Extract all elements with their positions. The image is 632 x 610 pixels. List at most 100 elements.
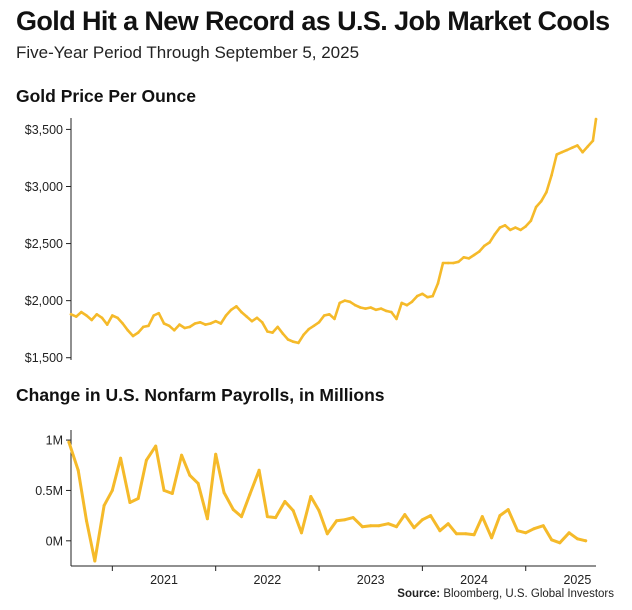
gold-y-tick-label: $3,500 <box>25 123 63 137</box>
payrolls-data-point <box>480 515 484 519</box>
payrolls-data-point <box>76 468 80 472</box>
gold-data-point <box>317 321 321 324</box>
payrolls-data-point <box>351 516 355 520</box>
payrolls-data-point <box>300 531 303 535</box>
payrolls-data-point <box>524 531 528 535</box>
payrolls-y-tick-label: 1M <box>46 434 63 448</box>
gold-data-point <box>297 341 300 345</box>
gold-data-point <box>178 323 181 326</box>
gold-data-point <box>142 325 145 329</box>
gold-data-point <box>436 282 440 285</box>
gold-data-point <box>452 261 455 265</box>
payrolls-data-point <box>222 491 226 494</box>
gold-data-point <box>441 261 445 265</box>
gold-data-point <box>204 323 207 326</box>
chart-title: Gold Hit a New Record as U.S. Job Market… <box>16 6 610 36</box>
gold-data-point <box>524 225 527 228</box>
payrolls-data-point <box>136 497 140 500</box>
payrolls-data-point <box>214 452 218 456</box>
gold-data-point <box>328 313 331 316</box>
payrolls-data-point <box>575 537 579 541</box>
payrolls-data-point <box>317 509 321 513</box>
payrolls-data-point <box>455 532 458 536</box>
gold-data-point <box>219 322 223 325</box>
gold-data-point <box>591 139 595 143</box>
gold-data-point <box>224 314 228 317</box>
gold-y-tick-label: $2,500 <box>25 237 63 251</box>
payrolls-data-point <box>377 524 381 528</box>
gold-data-point <box>209 322 212 325</box>
gold-data-point <box>519 228 522 232</box>
gold-data-point <box>333 317 336 321</box>
payrolls-data-point <box>420 518 424 522</box>
payrolls-data-point <box>472 533 476 537</box>
gold-data-point <box>581 150 584 154</box>
payrolls-data-point <box>412 526 416 530</box>
gold-data-point <box>462 255 466 259</box>
gold-data-point <box>545 190 548 194</box>
gold-data-point <box>266 330 269 333</box>
payrolls-data-point <box>257 468 261 472</box>
gold-price-chart: $1,500 $2,000 $2,500 $3,000 $3,500 <box>25 117 598 365</box>
gold-data-point <box>359 306 362 309</box>
payrolls-data-point <box>291 509 295 513</box>
gold-data-point <box>477 250 481 253</box>
payrolls-data-point <box>205 517 209 521</box>
gold-data-point <box>302 333 305 337</box>
gold-data-point <box>121 322 124 325</box>
gold-data-point <box>576 144 579 147</box>
gold-data-point <box>69 313 73 316</box>
source-note: Source: Bloomberg, U.S. Global Investors <box>397 588 614 600</box>
payrolls-data-point <box>196 481 200 485</box>
gold-data-point <box>126 329 130 332</box>
gold-data-point <box>240 310 243 314</box>
gold-data-point <box>431 294 435 298</box>
payrolls-data-point <box>248 493 252 496</box>
gold-data-point <box>529 219 533 222</box>
gold-data-point <box>498 226 502 229</box>
gold-data-point <box>162 322 166 325</box>
gold-data-point <box>343 299 347 302</box>
payrolls-data-point <box>325 532 329 536</box>
gold-data-point <box>100 316 104 320</box>
payrolls-x-tick-label: 2025 <box>563 573 591 587</box>
gold-data-point <box>374 308 378 312</box>
gold-data-point <box>131 334 135 338</box>
gold-data-point <box>157 311 161 315</box>
payrolls-data-point <box>110 488 114 492</box>
gold-data-point <box>245 315 248 318</box>
payrolls-data-point <box>240 515 243 519</box>
gold-data-point <box>379 307 383 310</box>
gold-data-point <box>250 319 254 323</box>
gold-data-point <box>539 200 543 203</box>
payrolls-data-point <box>369 524 373 528</box>
gold-data-point <box>235 305 238 308</box>
gold-data-point <box>560 150 564 154</box>
gold-data-point <box>74 315 78 318</box>
payrolls-panel-title: Change in U.S. Nonfarm Payrolls, in Mill… <box>16 385 385 405</box>
gold-data-point <box>183 326 186 330</box>
gold-data-point <box>229 308 233 312</box>
payrolls-data-point <box>464 532 468 536</box>
payrolls-data-point <box>506 508 510 512</box>
payrolls-x-tick-label: 2022 <box>253 573 281 587</box>
gold-data-point <box>410 300 414 304</box>
gold-data-point <box>198 321 202 324</box>
gold-data-point <box>80 310 83 314</box>
payrolls-data-point <box>93 559 97 563</box>
gold-data-point <box>167 324 171 328</box>
gold-data-point <box>281 332 285 336</box>
payrolls-data-point <box>309 495 313 498</box>
gold-data-point <box>364 307 367 310</box>
gold-data-point <box>307 327 311 331</box>
payrolls-data-point <box>343 518 347 522</box>
payrolls-data-point <box>584 539 588 543</box>
gold-data-point <box>193 322 197 325</box>
gold-data-point <box>312 324 316 328</box>
gold-data-point <box>426 295 429 299</box>
payrolls-data-point <box>490 536 494 540</box>
payrolls-data-point <box>67 440 71 444</box>
gold-data-point <box>586 145 589 148</box>
gold-data-point <box>384 309 388 313</box>
